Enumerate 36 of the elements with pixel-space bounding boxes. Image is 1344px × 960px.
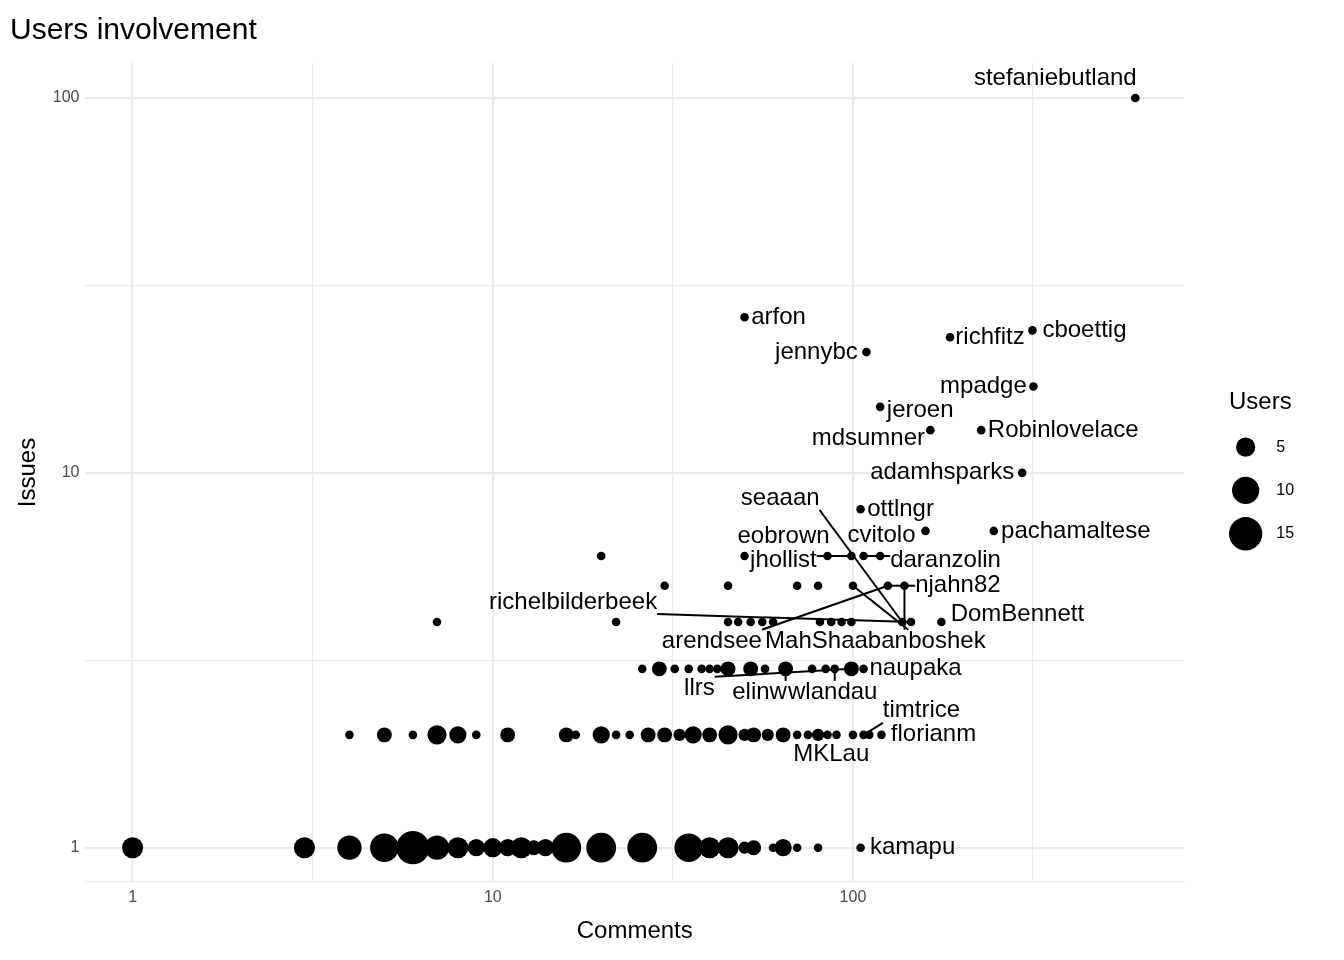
chart-title: Users involvement [10,12,258,46]
annotation: llrs [684,673,715,701]
y-tick-label: 100 [52,88,80,106]
annotation: richfitz [955,321,1025,349]
annotation: MKLau [793,739,870,767]
annotation: adamhsparks [870,457,1015,485]
annotation: boshek [908,626,987,654]
annotation: cvitolo [847,519,916,547]
annotation: MahShaaban [765,626,908,654]
annotation: seaaan [740,482,820,510]
annotation: elinw [732,677,788,705]
x-axis-title: Comments [576,916,693,944]
annotation: kamapu [869,832,956,860]
y-axis-title: Issues [13,437,41,508]
annotation: daranzolin [890,544,1001,572]
y-tick-label: 10 [61,463,80,481]
legend-label: 15 [1276,524,1295,542]
annotation: mdsumner [811,422,926,450]
annotation: DomBennett [950,598,1085,626]
annotation: richelbilderbeek [489,586,659,614]
legend-label: 5 [1276,437,1286,455]
x-tick-label: 1 [128,888,138,906]
annotation: arendsee [661,626,762,654]
annotation: Robinlovelace [987,414,1139,442]
y-tick-label: 1 [70,838,80,856]
legend-title: Users [1229,387,1292,415]
annotation: njahn82 [915,570,1001,598]
annotation: pachamaltese [1001,515,1151,543]
annotation: stefaniebutland [973,62,1137,90]
annotation: jennybc [774,336,858,364]
legend-label: 10 [1276,480,1295,498]
annotation: cboettig [1042,314,1127,342]
annotation: ottlngr [867,493,934,521]
annotation: arfon [751,301,806,329]
x-tick-label: 100 [839,888,867,906]
x-tick-label: 10 [483,888,502,906]
